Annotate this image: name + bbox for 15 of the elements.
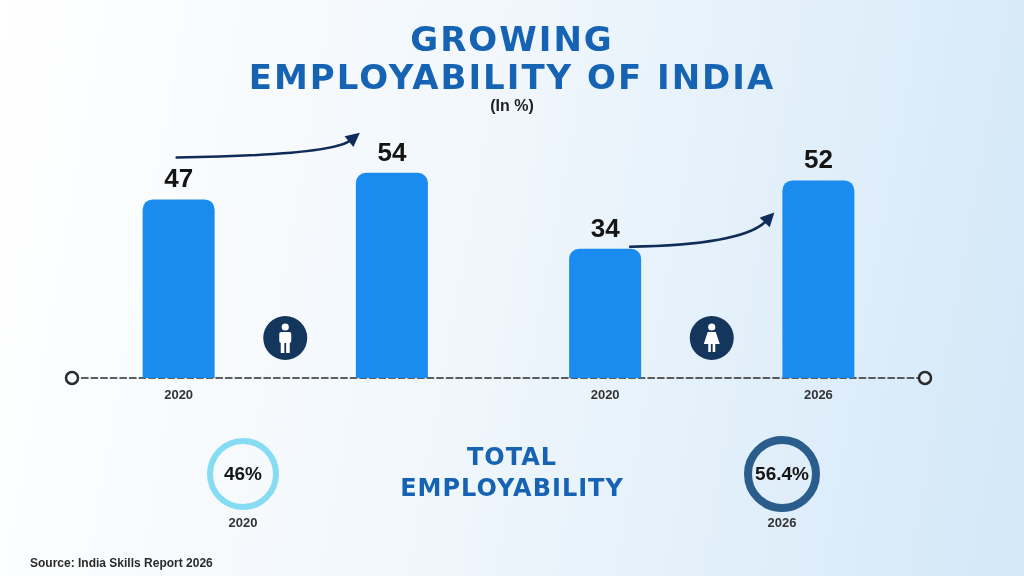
- text: 46%: [223, 463, 263, 485]
- x-tick-label: 2026: [803, 387, 833, 402]
- text: TOTAL EMPLOYABILITY: [400, 442, 624, 504]
- x-tick-label: 2020: [164, 387, 194, 402]
- data-label: 52: [803, 144, 833, 175]
- text: 56.4%: [755, 463, 809, 485]
- data-label: 54: [377, 136, 407, 167]
- chart-title: GROWING EMPLOYABILITY OF INDIA: [247, 19, 777, 97]
- text: 2026: [767, 514, 797, 530]
- source-note: Source: India Skills Report 2026: [30, 556, 213, 570]
- x-tick-label: 2020: [590, 387, 620, 402]
- chart-subtitle: (In %): [490, 97, 534, 115]
- text: 2020: [228, 514, 258, 530]
- data-label: 34: [590, 212, 621, 243]
- data-label: 47: [164, 163, 194, 194]
